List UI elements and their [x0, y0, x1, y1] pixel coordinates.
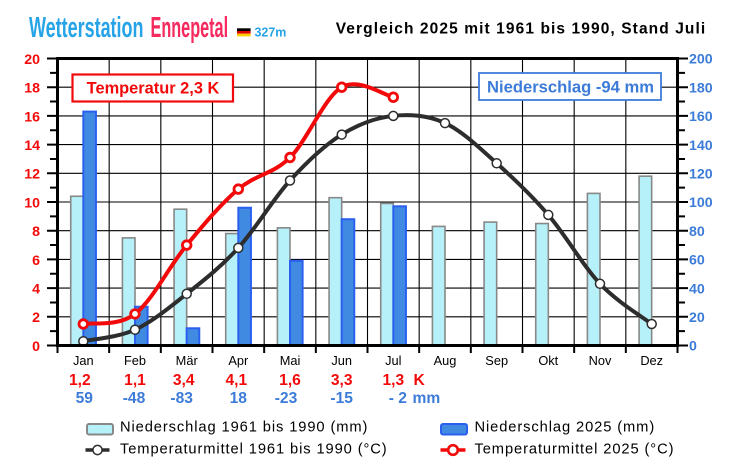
- svg-text:Jun: Jun: [331, 353, 352, 368]
- svg-text:-23: -23: [275, 390, 298, 407]
- svg-text:1,3: 1,3: [382, 372, 404, 389]
- svg-text:Mär: Mär: [176, 353, 199, 368]
- svg-text:2: 2: [32, 310, 40, 326]
- svg-text:Vergleich 2025 mit 1961 bis 19: Vergleich 2025 mit 1961 bis 1990, Stand …: [336, 21, 707, 38]
- svg-text:120: 120: [689, 167, 713, 183]
- svg-text:Jan: Jan: [73, 353, 94, 368]
- svg-text:Niederschlag 1961 bis 1990 (mm: Niederschlag 1961 bis 1990 (mm): [120, 420, 368, 436]
- svg-text:Mai: Mai: [280, 353, 301, 368]
- svg-text:100: 100: [689, 195, 713, 211]
- svg-text:6: 6: [32, 253, 40, 269]
- svg-text:Aug: Aug: [434, 353, 457, 368]
- svg-text:Okt: Okt: [538, 353, 558, 368]
- svg-text:1,2: 1,2: [69, 372, 91, 389]
- svg-text:Jul: Jul: [385, 353, 401, 368]
- svg-text:- 2: - 2: [389, 390, 408, 407]
- svg-text:K: K: [414, 372, 426, 389]
- svg-text:18: 18: [24, 81, 40, 97]
- svg-text:10: 10: [24, 195, 40, 211]
- svg-text:4,1: 4,1: [225, 372, 247, 389]
- svg-text:14: 14: [24, 138, 40, 154]
- svg-text:Wetterstation: Wetterstation: [29, 12, 143, 44]
- svg-text:Temperaturmittel 2025 (°C): Temperaturmittel 2025 (°C): [475, 442, 675, 458]
- svg-text:20: 20: [24, 52, 40, 68]
- svg-text:327m: 327m: [255, 24, 287, 39]
- svg-text:59: 59: [76, 390, 94, 407]
- svg-text:Niederschlag 2025 (mm): Niederschlag 2025 (mm): [475, 420, 656, 436]
- svg-text:Temperaturmittel 1961 bis 1990: Temperaturmittel 1961 bis 1990 (°C): [120, 442, 388, 458]
- svg-text:0: 0: [32, 339, 40, 355]
- svg-text:Ennepetal: Ennepetal: [151, 11, 229, 43]
- svg-text:60: 60: [689, 253, 705, 269]
- svg-text:Feb: Feb: [124, 353, 146, 368]
- svg-text:200: 200: [689, 52, 713, 68]
- svg-text:0: 0: [689, 339, 697, 355]
- svg-text:mm: mm: [413, 390, 441, 407]
- svg-text:Niederschlag -94 mm: Niederschlag -94 mm: [487, 77, 654, 96]
- svg-text:3,4: 3,4: [173, 372, 195, 389]
- svg-text:8: 8: [32, 224, 40, 240]
- svg-text:4: 4: [32, 282, 40, 298]
- svg-text:160: 160: [689, 109, 713, 125]
- svg-text:80: 80: [689, 224, 705, 240]
- svg-text:40: 40: [689, 281, 705, 297]
- svg-text:Apr: Apr: [228, 353, 249, 368]
- svg-text:-48: -48: [123, 390, 146, 407]
- svg-text:140: 140: [689, 138, 713, 154]
- svg-text:1,6: 1,6: [279, 372, 301, 389]
- svg-text:12: 12: [24, 167, 40, 183]
- svg-text:-83: -83: [170, 390, 193, 407]
- svg-text:-15: -15: [330, 390, 353, 407]
- svg-text:Temperatur 2,3 K: Temperatur 2,3 K: [87, 80, 220, 98]
- svg-text:1,1: 1,1: [124, 372, 146, 389]
- svg-text:180: 180: [689, 80, 713, 96]
- svg-text:3,3: 3,3: [331, 372, 353, 389]
- svg-text:16: 16: [24, 109, 40, 125]
- svg-text:20: 20: [689, 310, 705, 326]
- svg-text:18: 18: [230, 390, 248, 407]
- svg-text:Sep: Sep: [485, 353, 508, 368]
- svg-text:Dez: Dez: [640, 353, 663, 368]
- svg-text:Nov: Nov: [589, 353, 612, 368]
